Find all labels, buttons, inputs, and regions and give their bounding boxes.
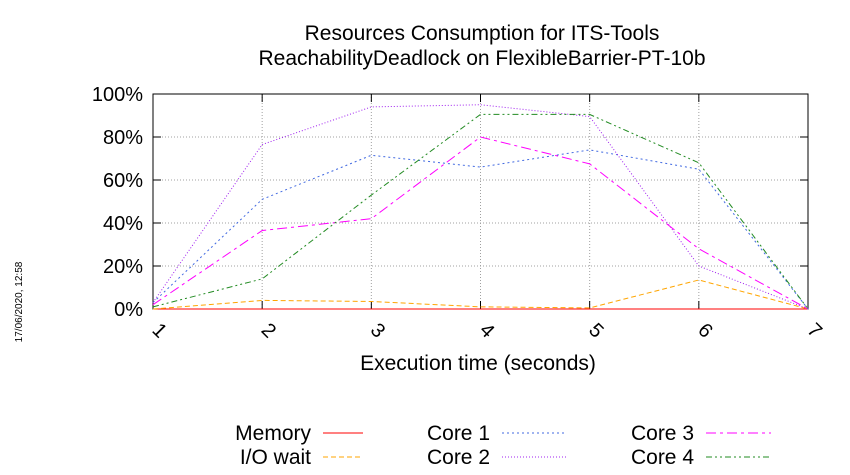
legend-label-core-4: Core 4 xyxy=(631,446,694,469)
legend-label-core-1: Core 1 xyxy=(427,422,490,445)
y-tick-label: 40% xyxy=(103,213,143,235)
y-tick-label: 0% xyxy=(114,299,143,321)
series-line-core-3 xyxy=(152,136,809,310)
legend-label-i-o-wait: I/O wait xyxy=(240,446,311,469)
plot-area: 0% 20% 40% 60% 80% 100% 1 2 3 4 5 6 7 xyxy=(92,84,826,342)
y-tick-label: 60% xyxy=(103,170,143,192)
series-line-core-1 xyxy=(152,149,809,310)
x-tick-label: 1 xyxy=(148,319,171,342)
timestamp: 17/06/2020, 12:58 xyxy=(14,261,25,342)
x-tick-label: 4 xyxy=(475,319,498,342)
x-tick-label: 5 xyxy=(584,319,607,342)
x-axis-label: Execution time (seconds) xyxy=(360,352,596,375)
chart-subtitle: ReachabilityDeadlock on FlexibleBarrier-… xyxy=(258,47,705,70)
y-tick-label: 80% xyxy=(103,127,143,149)
legend-label-core-2: Core 2 xyxy=(427,446,490,469)
plot-frame xyxy=(152,93,809,310)
legend-label-core-3: Core 3 xyxy=(631,422,694,445)
x-tick-label: 3 xyxy=(366,319,389,342)
y-tick-label: 20% xyxy=(103,256,143,278)
y-tick-label: 100% xyxy=(92,84,143,106)
series-line-core-2 xyxy=(152,104,809,310)
chart-title: Resources Consumption for ITS-Tools xyxy=(305,22,660,45)
x-tick-label: 2 xyxy=(257,319,280,342)
legend-label-memory: Memory xyxy=(235,422,311,445)
x-tick-label: 7 xyxy=(803,319,826,342)
x-tick-label: 6 xyxy=(693,319,716,342)
